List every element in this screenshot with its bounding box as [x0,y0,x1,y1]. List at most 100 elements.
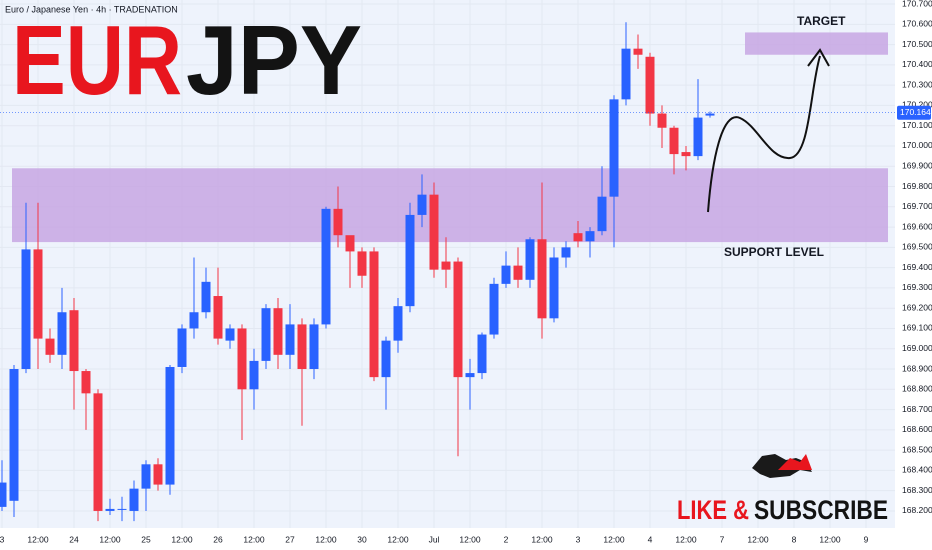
x-tick-label: 9 [864,534,869,544]
candle-body [81,371,91,394]
candle-body [129,488,139,511]
last-price-tag [897,105,931,120]
y-tick-label: 169.900 [902,161,932,171]
x-tick-label: 12:00 [747,534,769,544]
candle-body [93,393,103,511]
candle-body [501,265,511,284]
candle-body [621,48,631,100]
x-tick-label: 7 [720,534,725,544]
x-tick-label: 2 [504,534,509,544]
candle-body [237,328,247,390]
x-tick-label: 8 [792,534,797,544]
y-tick-label: 168.500 [902,444,932,454]
y-tick-label: 169.000 [902,343,932,353]
y-tick-label: 170.200 [902,100,932,110]
candle-body [201,281,211,313]
x-tick-label: 12:00 [603,534,625,544]
candle-body [585,231,595,242]
candle-body [177,328,187,367]
y-tick-label: 169.800 [902,181,932,191]
candle-body [477,334,487,374]
candle-body [609,99,619,197]
candle-body [9,369,19,501]
cta-red: LIKE & [677,495,749,525]
candle-body [453,261,463,378]
y-tick-label: 168.700 [902,404,932,414]
candle-body [429,194,439,270]
candle-body [405,214,415,307]
y-tick-label: 169.400 [902,262,932,272]
x-tick-label: 12:00 [387,534,409,544]
header: Euro / Japanese Yen · 4h · TRADENATION [5,4,178,14]
candle-body [153,464,163,485]
candle-body [261,308,271,361]
candle-body [693,117,703,157]
x-tick-label: 12:00 [27,534,49,544]
candle-body [333,208,343,236]
x-tick-label: 12:00 [459,534,481,544]
last-price-label: 170.164 [900,107,931,117]
candle-body [657,113,667,128]
x-tick-label: 12:00 [819,534,841,544]
y-tick-label: 170.400 [902,59,932,69]
price-axis [895,0,932,550]
candle-body [681,152,691,157]
candle-body [549,257,559,319]
candle-body [537,239,547,319]
y-tick-label: 169.100 [902,323,932,333]
candle-body [33,249,43,339]
y-tick-label: 169.500 [902,242,932,252]
x-tick-label: 3 [576,534,581,544]
logo-black: JPY [186,5,362,115]
y-tick-label: 170.300 [902,79,932,89]
y-tick-label: 170.100 [902,120,932,130]
candle-body [633,48,643,55]
candle-body [561,247,571,258]
x-tick-label: 12:00 [531,534,553,544]
candle-body [105,508,115,511]
target-zone [745,32,888,55]
candle-body [189,312,199,329]
candle-body [141,464,151,489]
candle-body [525,239,535,280]
support-zone [12,168,888,243]
candle-body [69,310,79,372]
x-tick-label: 12:00 [99,534,121,544]
candle-body [213,296,223,339]
y-tick-label: 168.600 [902,424,932,434]
y-tick-label: 170.000 [902,140,932,150]
candle-body [21,249,31,370]
candle-body [345,235,355,252]
candle-body [489,283,499,335]
x-tick-label: 12:00 [243,534,265,544]
candle-body [669,127,679,155]
y-tick-label: 168.200 [902,505,932,515]
candle-body [285,324,295,355]
candle-body [417,194,427,215]
y-tick-label: 170.600 [902,19,932,29]
candle-body [381,340,391,378]
x-tick-label: Jul [429,534,440,544]
candle-body [0,482,7,507]
candle-body [165,366,175,485]
support-label: SUPPORT LEVEL [724,245,824,259]
y-tick-label: 169.200 [902,302,932,312]
candle-body [369,251,379,378]
candle-body [357,251,367,276]
candle-body [645,56,655,114]
candle-body [573,233,583,242]
y-tick-label: 169.700 [902,201,932,211]
x-tick-label: 12:00 [315,534,337,544]
y-tick-label: 169.600 [902,221,932,231]
candle-body [273,308,283,355]
candle-body [465,373,475,378]
y-tick-label: 169.300 [902,282,932,292]
target-label: TARGET [797,14,846,28]
x-tick-label: 12:00 [675,534,697,544]
time-axis [0,528,895,550]
candle-body [249,360,259,390]
candle-body [309,324,319,370]
y-tick-label: 168.900 [902,363,932,373]
candle-body [45,338,55,355]
